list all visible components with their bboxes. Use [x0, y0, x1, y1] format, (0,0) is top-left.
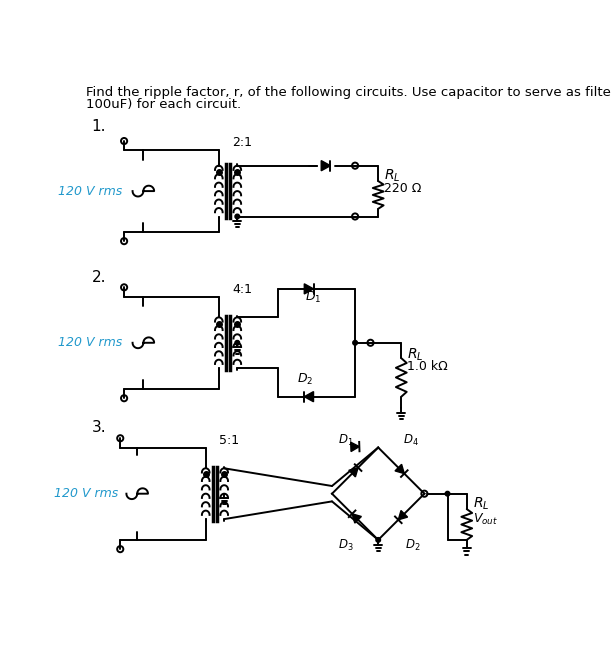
Text: 2.: 2.: [92, 270, 106, 285]
Text: $D_4$: $D_4$: [403, 433, 419, 448]
Text: 120 V rms: 120 V rms: [54, 487, 118, 500]
Text: Find the ripple factor, r, of the following circuits. Use capacitor to serve as : Find the ripple factor, r, of the follow…: [86, 85, 611, 99]
Text: 220 Ω: 220 Ω: [384, 182, 422, 195]
Text: $D_1$: $D_1$: [305, 290, 321, 305]
Polygon shape: [352, 514, 361, 523]
Polygon shape: [349, 467, 358, 477]
Text: 3.: 3.: [92, 420, 106, 435]
Polygon shape: [304, 392, 313, 402]
Circle shape: [235, 214, 240, 219]
Circle shape: [445, 491, 450, 496]
Text: $D_2$: $D_2$: [298, 372, 313, 387]
Polygon shape: [395, 464, 404, 473]
Text: 4:1: 4:1: [232, 283, 252, 296]
Polygon shape: [351, 442, 359, 451]
Text: 2:1: 2:1: [232, 136, 252, 150]
Text: $R_L$: $R_L$: [384, 167, 401, 184]
Text: $D_2$: $D_2$: [405, 538, 420, 553]
Text: 1.: 1.: [92, 119, 106, 134]
Polygon shape: [304, 284, 313, 294]
Circle shape: [353, 340, 357, 345]
Text: $R_L$: $R_L$: [408, 346, 424, 363]
Text: 120 V rms: 120 V rms: [57, 336, 122, 350]
Text: $D_1$: $D_1$: [338, 433, 354, 448]
Polygon shape: [321, 161, 331, 171]
Text: 120 V rms: 120 V rms: [57, 185, 122, 197]
Text: $R_L$: $R_L$: [473, 496, 489, 512]
Text: 5:1: 5:1: [219, 434, 239, 447]
Text: 100uF) for each circuit.: 100uF) for each circuit.: [86, 98, 241, 111]
Circle shape: [235, 340, 240, 345]
Text: 1.0 kΩ: 1.0 kΩ: [408, 361, 448, 373]
Text: $D_3$: $D_3$: [338, 538, 354, 553]
Polygon shape: [398, 510, 408, 520]
Text: $V_{out}$: $V_{out}$: [473, 512, 498, 527]
Circle shape: [376, 538, 381, 542]
